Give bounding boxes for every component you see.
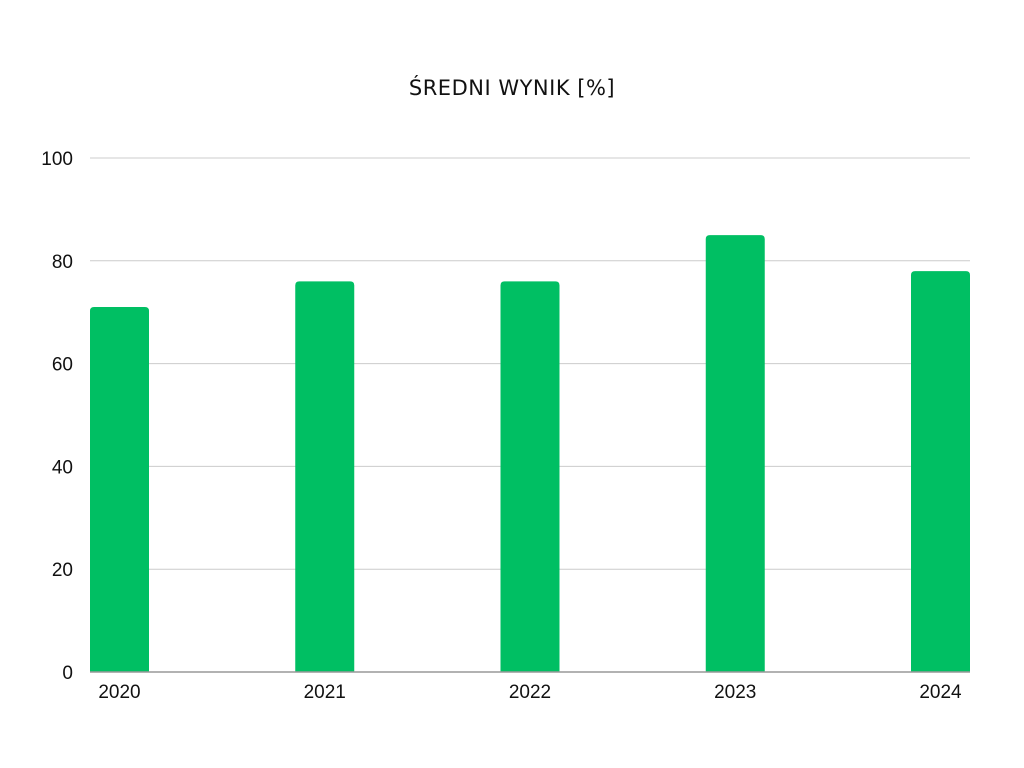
y-tick-label-40: 40 xyxy=(52,457,73,478)
x-tick-labels: 2020 2021 2022 2023 2024 xyxy=(98,682,962,703)
y-tick-label-0: 0 xyxy=(62,663,73,684)
bar-2021 xyxy=(295,281,355,672)
y-tick-label-80: 80 xyxy=(52,252,73,273)
bar-2022 xyxy=(500,281,560,672)
y-tick-labels: 0 20 40 60 80 100 xyxy=(41,149,73,684)
bar-2023 xyxy=(705,235,765,672)
chart-title: ŚREDNI WYNIK [%] xyxy=(408,76,616,100)
y-tick-label-100: 100 xyxy=(41,149,73,170)
x-tick-label-2023: 2023 xyxy=(714,682,756,703)
x-tick-label-2020: 2020 xyxy=(98,682,140,703)
y-tick-label-20: 20 xyxy=(52,560,73,581)
y-tick-label-60: 60 xyxy=(52,355,73,376)
x-tick-label-2021: 2021 xyxy=(304,682,346,703)
x-tick-label-2024: 2024 xyxy=(919,682,962,703)
bar-2024 xyxy=(911,271,970,672)
bars xyxy=(90,235,970,672)
bar-2020 xyxy=(90,307,149,672)
x-tick-label-2022: 2022 xyxy=(509,682,551,703)
